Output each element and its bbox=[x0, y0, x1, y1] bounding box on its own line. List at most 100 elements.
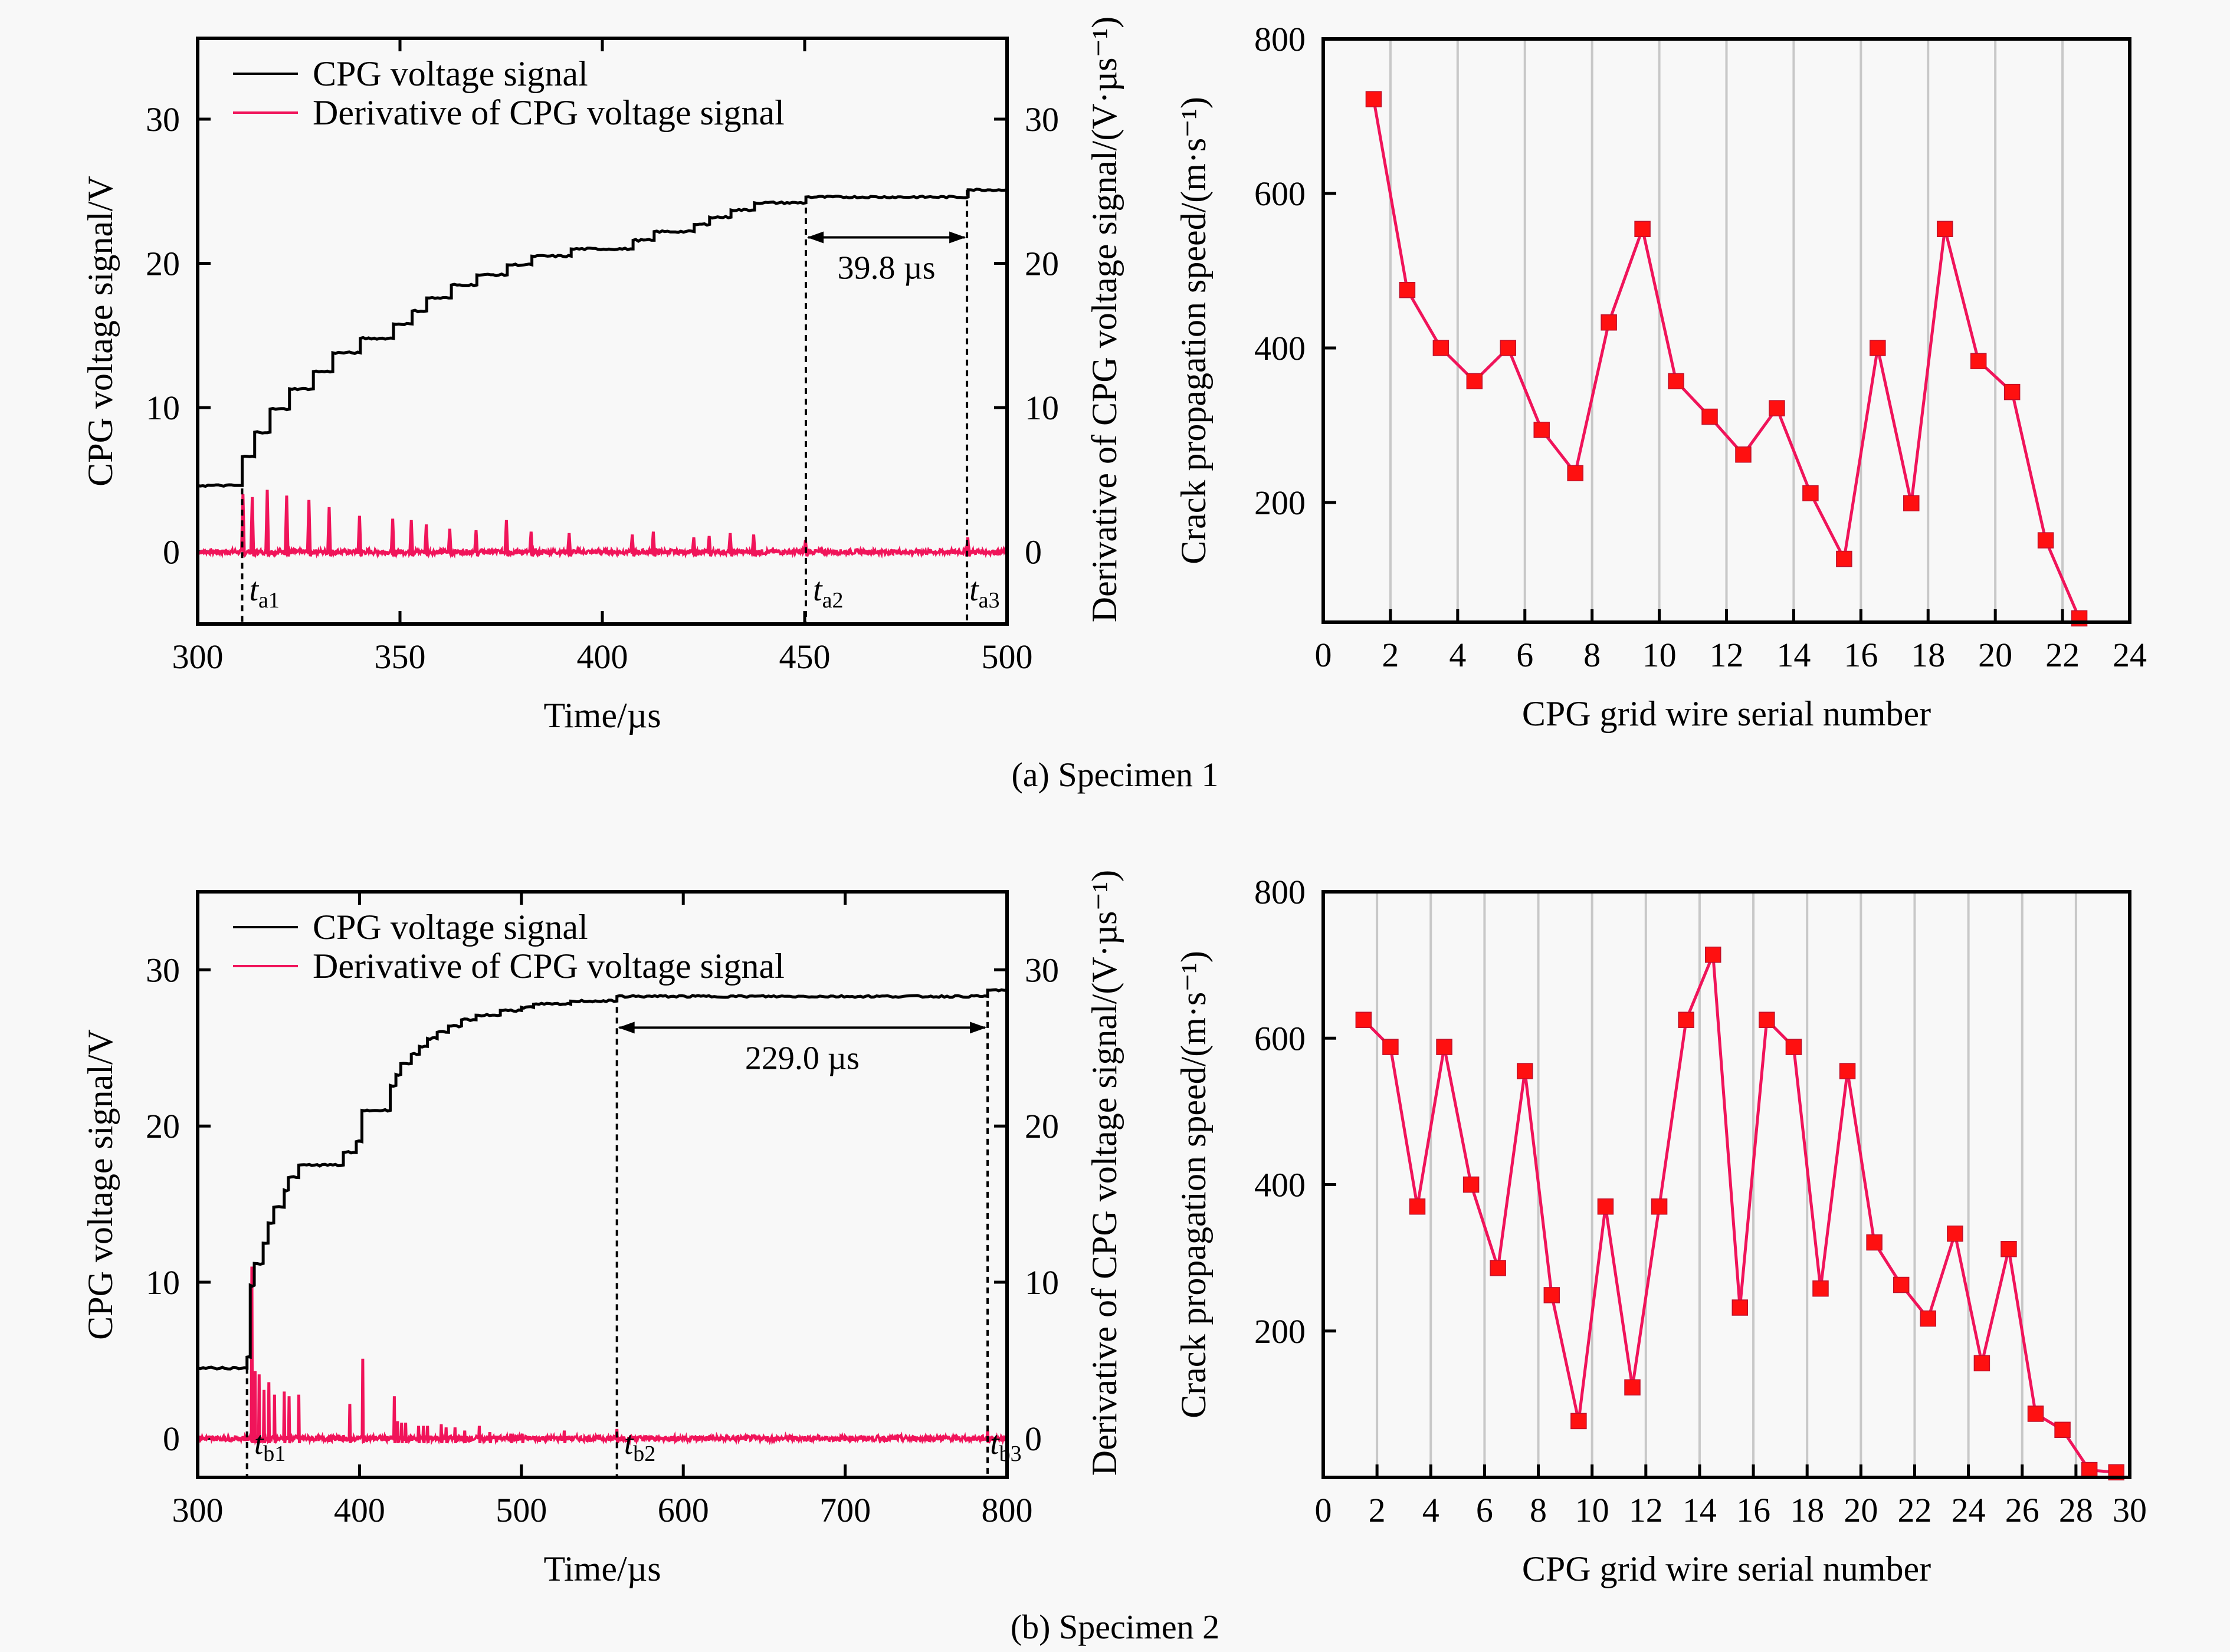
speed-point bbox=[2054, 1421, 2071, 1438]
x-tick-label: 400 bbox=[577, 638, 628, 676]
x-tick-label: 16 bbox=[1736, 1491, 1770, 1529]
y-tick-label: 600 bbox=[1254, 175, 1306, 213]
derivative-spike bbox=[463, 1430, 468, 1444]
y-tick-label: 10 bbox=[146, 1263, 180, 1302]
y-tick-label: 400 bbox=[1254, 1166, 1306, 1204]
y-axis-title: CPG voltage signal/V bbox=[81, 1029, 120, 1340]
plot-frame bbox=[196, 37, 1009, 626]
x-tick-label: 500 bbox=[982, 638, 1033, 676]
speed-point bbox=[1769, 400, 1785, 416]
y-tick-label: 200 bbox=[1254, 1312, 1306, 1351]
arrow-head-right bbox=[949, 231, 966, 244]
x-tick-label: 14 bbox=[1776, 636, 1811, 674]
derivative-spike bbox=[249, 497, 257, 557]
x-tick-label: 18 bbox=[1911, 636, 1945, 674]
y-tick-label: 800 bbox=[1254, 20, 1306, 58]
speed-point bbox=[1870, 340, 1886, 356]
derivative-spike bbox=[284, 495, 291, 557]
plot-frame bbox=[196, 890, 1009, 1479]
voltage-line bbox=[198, 988, 1007, 1371]
derivative-spike bbox=[629, 534, 637, 557]
x-tick-label: 2 bbox=[1369, 1491, 1386, 1529]
speed-point bbox=[1973, 1355, 1990, 1372]
speed-point bbox=[1399, 281, 1416, 298]
speed-point bbox=[1651, 1198, 1668, 1215]
derivative-spike bbox=[439, 1424, 444, 1444]
x-tick-label: 4 bbox=[1449, 636, 1466, 674]
x-axis-title: CPG grid wire serial number bbox=[1522, 694, 1931, 733]
derivative-spike bbox=[399, 1423, 405, 1444]
speed-point bbox=[1836, 550, 1852, 567]
x-tick-label: 24 bbox=[2113, 636, 2147, 674]
x-tick-label: 8 bbox=[1530, 1491, 1547, 1529]
derivative-spike bbox=[691, 537, 698, 557]
y-tick-label: 10 bbox=[146, 389, 180, 427]
x-tick-label: 20 bbox=[1844, 1491, 1878, 1529]
plot-area bbox=[198, 38, 1007, 624]
x-tick-label: 10 bbox=[1642, 636, 1677, 674]
derivative-spike bbox=[727, 533, 734, 557]
plot-frame bbox=[1321, 37, 2131, 624]
x-tick-label: 2 bbox=[1382, 636, 1399, 674]
derivative-spike bbox=[389, 518, 397, 557]
derivative-spike bbox=[404, 1423, 409, 1444]
speed-point bbox=[1517, 1063, 1533, 1079]
interval-label: 229.0 µs bbox=[745, 1040, 860, 1076]
marker-label: ta1 bbox=[249, 572, 279, 613]
plot-group bbox=[198, 188, 1007, 559]
speed-point bbox=[1432, 340, 1450, 356]
x-axis-title: Time/µs bbox=[543, 1549, 661, 1588]
legend-label-derivative: Derivative of CPG voltage signal bbox=[313, 93, 785, 132]
derivative-spike bbox=[423, 524, 431, 557]
y-tick-label-right: 0 bbox=[1025, 1420, 1042, 1458]
derivative-spike bbox=[509, 1433, 514, 1444]
y-tick-label: 0 bbox=[163, 533, 180, 572]
x-tick-label: 400 bbox=[334, 1491, 385, 1529]
derivative-spike bbox=[287, 1396, 292, 1444]
speed-point bbox=[2001, 1240, 2017, 1257]
caption-a: (a) Specimen 1 bbox=[1011, 756, 1218, 794]
legend-label-voltage: CPG voltage signal bbox=[313, 908, 588, 947]
arrow-head-left bbox=[807, 231, 824, 244]
x-tick-label: 300 bbox=[172, 638, 224, 676]
plot-area bbox=[198, 892, 1007, 1477]
y-tick-label-right: 30 bbox=[1025, 100, 1059, 139]
derivative-spike bbox=[395, 1421, 401, 1444]
speed-line bbox=[1372, 98, 2081, 619]
x-tick-label: 20 bbox=[1978, 636, 2012, 674]
derivative-spike bbox=[297, 1394, 301, 1444]
marker-label-sub: a1 bbox=[258, 588, 280, 613]
plot-area bbox=[1323, 892, 2130, 1477]
marker-label-sub: a3 bbox=[979, 588, 1000, 613]
legend-label-derivative: Derivative of CPG voltage signal bbox=[313, 947, 785, 986]
y-tick-label: 30 bbox=[146, 100, 180, 139]
chart-b-signal: 300 400 500 600 700 800 0 0 10 10 20 20 30 30 Time/µs C… bbox=[81, 870, 1124, 1588]
speed-point bbox=[1802, 485, 1819, 501]
y-tick-label-right: 10 bbox=[1025, 1263, 1059, 1302]
derivative-spike bbox=[262, 1390, 267, 1444]
speed-point bbox=[1490, 1260, 1506, 1276]
marker-label-t: t bbox=[254, 1425, 264, 1461]
derivative-spike bbox=[528, 531, 536, 557]
x-tick-label: 12 bbox=[1629, 1491, 1663, 1529]
derivative-spike bbox=[520, 1433, 525, 1444]
derivative-spike bbox=[421, 1426, 427, 1444]
speed-point bbox=[1466, 373, 1483, 390]
marker-label-sub: b3 bbox=[999, 1441, 1022, 1466]
x-tick-label: 600 bbox=[658, 1491, 709, 1529]
y-tick-label-right: 20 bbox=[1025, 1107, 1059, 1145]
y-tick-label: 400 bbox=[1254, 329, 1306, 367]
derivative-spike bbox=[447, 528, 454, 557]
chart-a-signal: 300 350 400 450 500 0 0 10 10 20 20 30 30 Time/µs CPG … bbox=[81, 17, 1124, 735]
speed-point bbox=[2027, 1405, 2044, 1422]
x-tick-label: 4 bbox=[1422, 1491, 1439, 1529]
x-tick-label: 22 bbox=[1897, 1491, 1931, 1529]
caption-b: (b) Specimen 2 bbox=[1011, 1608, 1219, 1646]
speed-point bbox=[1409, 1198, 1426, 1215]
speed-point bbox=[1543, 1287, 1560, 1303]
derivative-spike bbox=[252, 1371, 258, 1444]
speed-point bbox=[1812, 1280, 1829, 1297]
